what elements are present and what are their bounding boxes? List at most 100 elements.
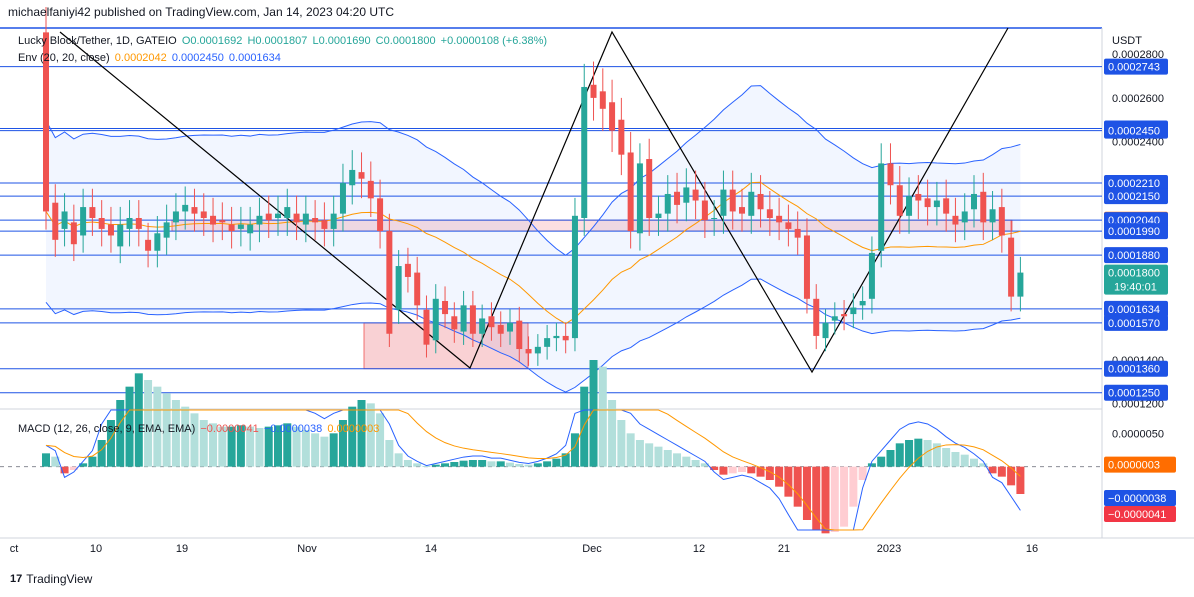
candle-body bbox=[627, 152, 634, 232]
macd-histogram-bar bbox=[515, 464, 524, 467]
macd-histogram-bar bbox=[942, 448, 951, 467]
macd-histogram-bar bbox=[69, 466, 78, 470]
candle-body bbox=[636, 163, 643, 234]
macd-histogram-bar bbox=[338, 420, 347, 467]
macd-histogram-bar bbox=[784, 466, 793, 497]
macd-histogram-bar bbox=[552, 458, 561, 467]
macd-histogram-bar bbox=[877, 456, 886, 467]
macd-histogram-bar bbox=[348, 406, 357, 467]
macd-histogram-bar bbox=[385, 440, 394, 467]
macd-histogram-bar bbox=[450, 462, 459, 467]
macd-histogram-bar bbox=[960, 454, 969, 467]
macd-histogram-bar bbox=[914, 438, 923, 467]
macd-histogram-bar bbox=[506, 462, 514, 467]
candle-body bbox=[590, 84, 597, 98]
candle-body bbox=[488, 316, 495, 328]
macd-histogram-bar bbox=[496, 461, 505, 467]
macd-histogram-bar bbox=[468, 460, 477, 467]
candle-body bbox=[210, 215, 217, 225]
candle-body bbox=[720, 189, 727, 216]
candle-body bbox=[247, 224, 254, 234]
candle-body bbox=[831, 316, 838, 321]
macd-histogram-bar bbox=[682, 456, 691, 467]
candle-body bbox=[683, 187, 690, 203]
macd-histogram-bar bbox=[366, 403, 375, 467]
price-tick-label: 0.0002400 bbox=[1112, 137, 1164, 149]
time-tick-label: 21 bbox=[778, 543, 790, 555]
candle-body bbox=[544, 338, 551, 347]
candle-body bbox=[367, 180, 374, 199]
env-upper-value: 0.0002450 bbox=[171, 52, 224, 64]
candle-body bbox=[553, 335, 560, 339]
macd-histogram-bar bbox=[728, 466, 737, 474]
macd-histogram-bar bbox=[793, 466, 802, 507]
macd-histogram-bar bbox=[663, 450, 672, 467]
candle-body bbox=[228, 224, 235, 232]
footer-brand[interactable]: TradingView bbox=[26, 572, 93, 586]
candle-body bbox=[571, 215, 578, 339]
macd-histogram-bar bbox=[227, 426, 236, 467]
ohlc-close: C0.0001800 bbox=[375, 35, 436, 47]
macd-histogram-bar bbox=[478, 460, 487, 467]
macd-histogram-bar bbox=[292, 426, 301, 467]
candle-body bbox=[163, 222, 170, 238]
candle-body bbox=[200, 211, 207, 218]
macd-histogram-bar bbox=[719, 466, 728, 475]
candle-body bbox=[998, 207, 1005, 236]
macd-histogram-bar bbox=[970, 458, 978, 467]
macd-histogram-bar bbox=[283, 423, 292, 467]
macd-histogram-bar bbox=[106, 420, 115, 467]
macd-histogram-bar bbox=[301, 430, 310, 467]
candle-body bbox=[117, 224, 124, 247]
candle-body bbox=[924, 198, 931, 208]
candle-body bbox=[414, 272, 421, 306]
price-tag bbox=[1104, 247, 1168, 264]
macd-histogram-bar bbox=[830, 466, 839, 532]
price-tag bbox=[1104, 384, 1168, 401]
candle-body bbox=[479, 318, 486, 334]
macd-histogram-bar bbox=[858, 466, 867, 480]
macd-legend: MACD (12, 26, close, 9, EMA, EMA) −0.000… bbox=[18, 423, 381, 435]
macd-histogram-bar bbox=[580, 386, 589, 467]
macd-histogram-bar bbox=[209, 423, 218, 467]
candle-body bbox=[525, 349, 532, 354]
macd-histogram-bar bbox=[320, 436, 329, 467]
time-tick-label: 16 bbox=[1026, 543, 1038, 555]
candle-body bbox=[664, 193, 671, 214]
macd-label[interactable]: MACD (12, 26, close, 9, EMA, EMA) bbox=[18, 423, 196, 435]
macd-histogram-bar bbox=[710, 466, 719, 470]
macd-histogram-bar bbox=[190, 413, 199, 467]
time-tick-label: 19 bbox=[176, 543, 188, 555]
candle-body bbox=[562, 335, 569, 341]
time-tick-label: 2023 bbox=[877, 543, 901, 555]
currency-label: USDT bbox=[1112, 35, 1142, 47]
candle-body bbox=[822, 322, 829, 339]
price-tag-text: 0.0001250 bbox=[1108, 388, 1160, 400]
macd-histogram-bar bbox=[635, 440, 644, 467]
symbol-title[interactable]: Lucky Block/Tether, 1D, GATEIO bbox=[18, 35, 177, 47]
macd-histogram-bar bbox=[895, 443, 904, 467]
macd-histogram-bar bbox=[524, 464, 533, 467]
candle-body bbox=[172, 211, 179, 223]
macd-line-value: −0.0000038 bbox=[263, 423, 323, 435]
candle-body bbox=[507, 322, 513, 332]
candle-body bbox=[52, 202, 59, 240]
macd-histogram-bar bbox=[274, 425, 282, 467]
env-legend: Env (20, 20, close) 0.0002042 0.0002450 … bbox=[18, 52, 283, 64]
env-label[interactable]: Env (20, 20, close) bbox=[18, 52, 110, 64]
candle-body bbox=[107, 224, 114, 236]
candle-body bbox=[980, 191, 987, 223]
macd-histogram-bar bbox=[673, 453, 682, 467]
candle-body bbox=[943, 198, 950, 214]
candle-body bbox=[859, 300, 866, 306]
macd-histogram-bar bbox=[125, 386, 134, 467]
macd-histogram-bar bbox=[533, 463, 542, 467]
candle-body bbox=[98, 218, 105, 229]
macd-histogram-bar bbox=[51, 456, 60, 467]
macd-histogram-bar bbox=[570, 433, 579, 467]
candle-body bbox=[237, 224, 244, 229]
candle-body bbox=[469, 305, 476, 334]
candle-body bbox=[813, 298, 820, 336]
macd-histogram-bar bbox=[42, 453, 50, 467]
